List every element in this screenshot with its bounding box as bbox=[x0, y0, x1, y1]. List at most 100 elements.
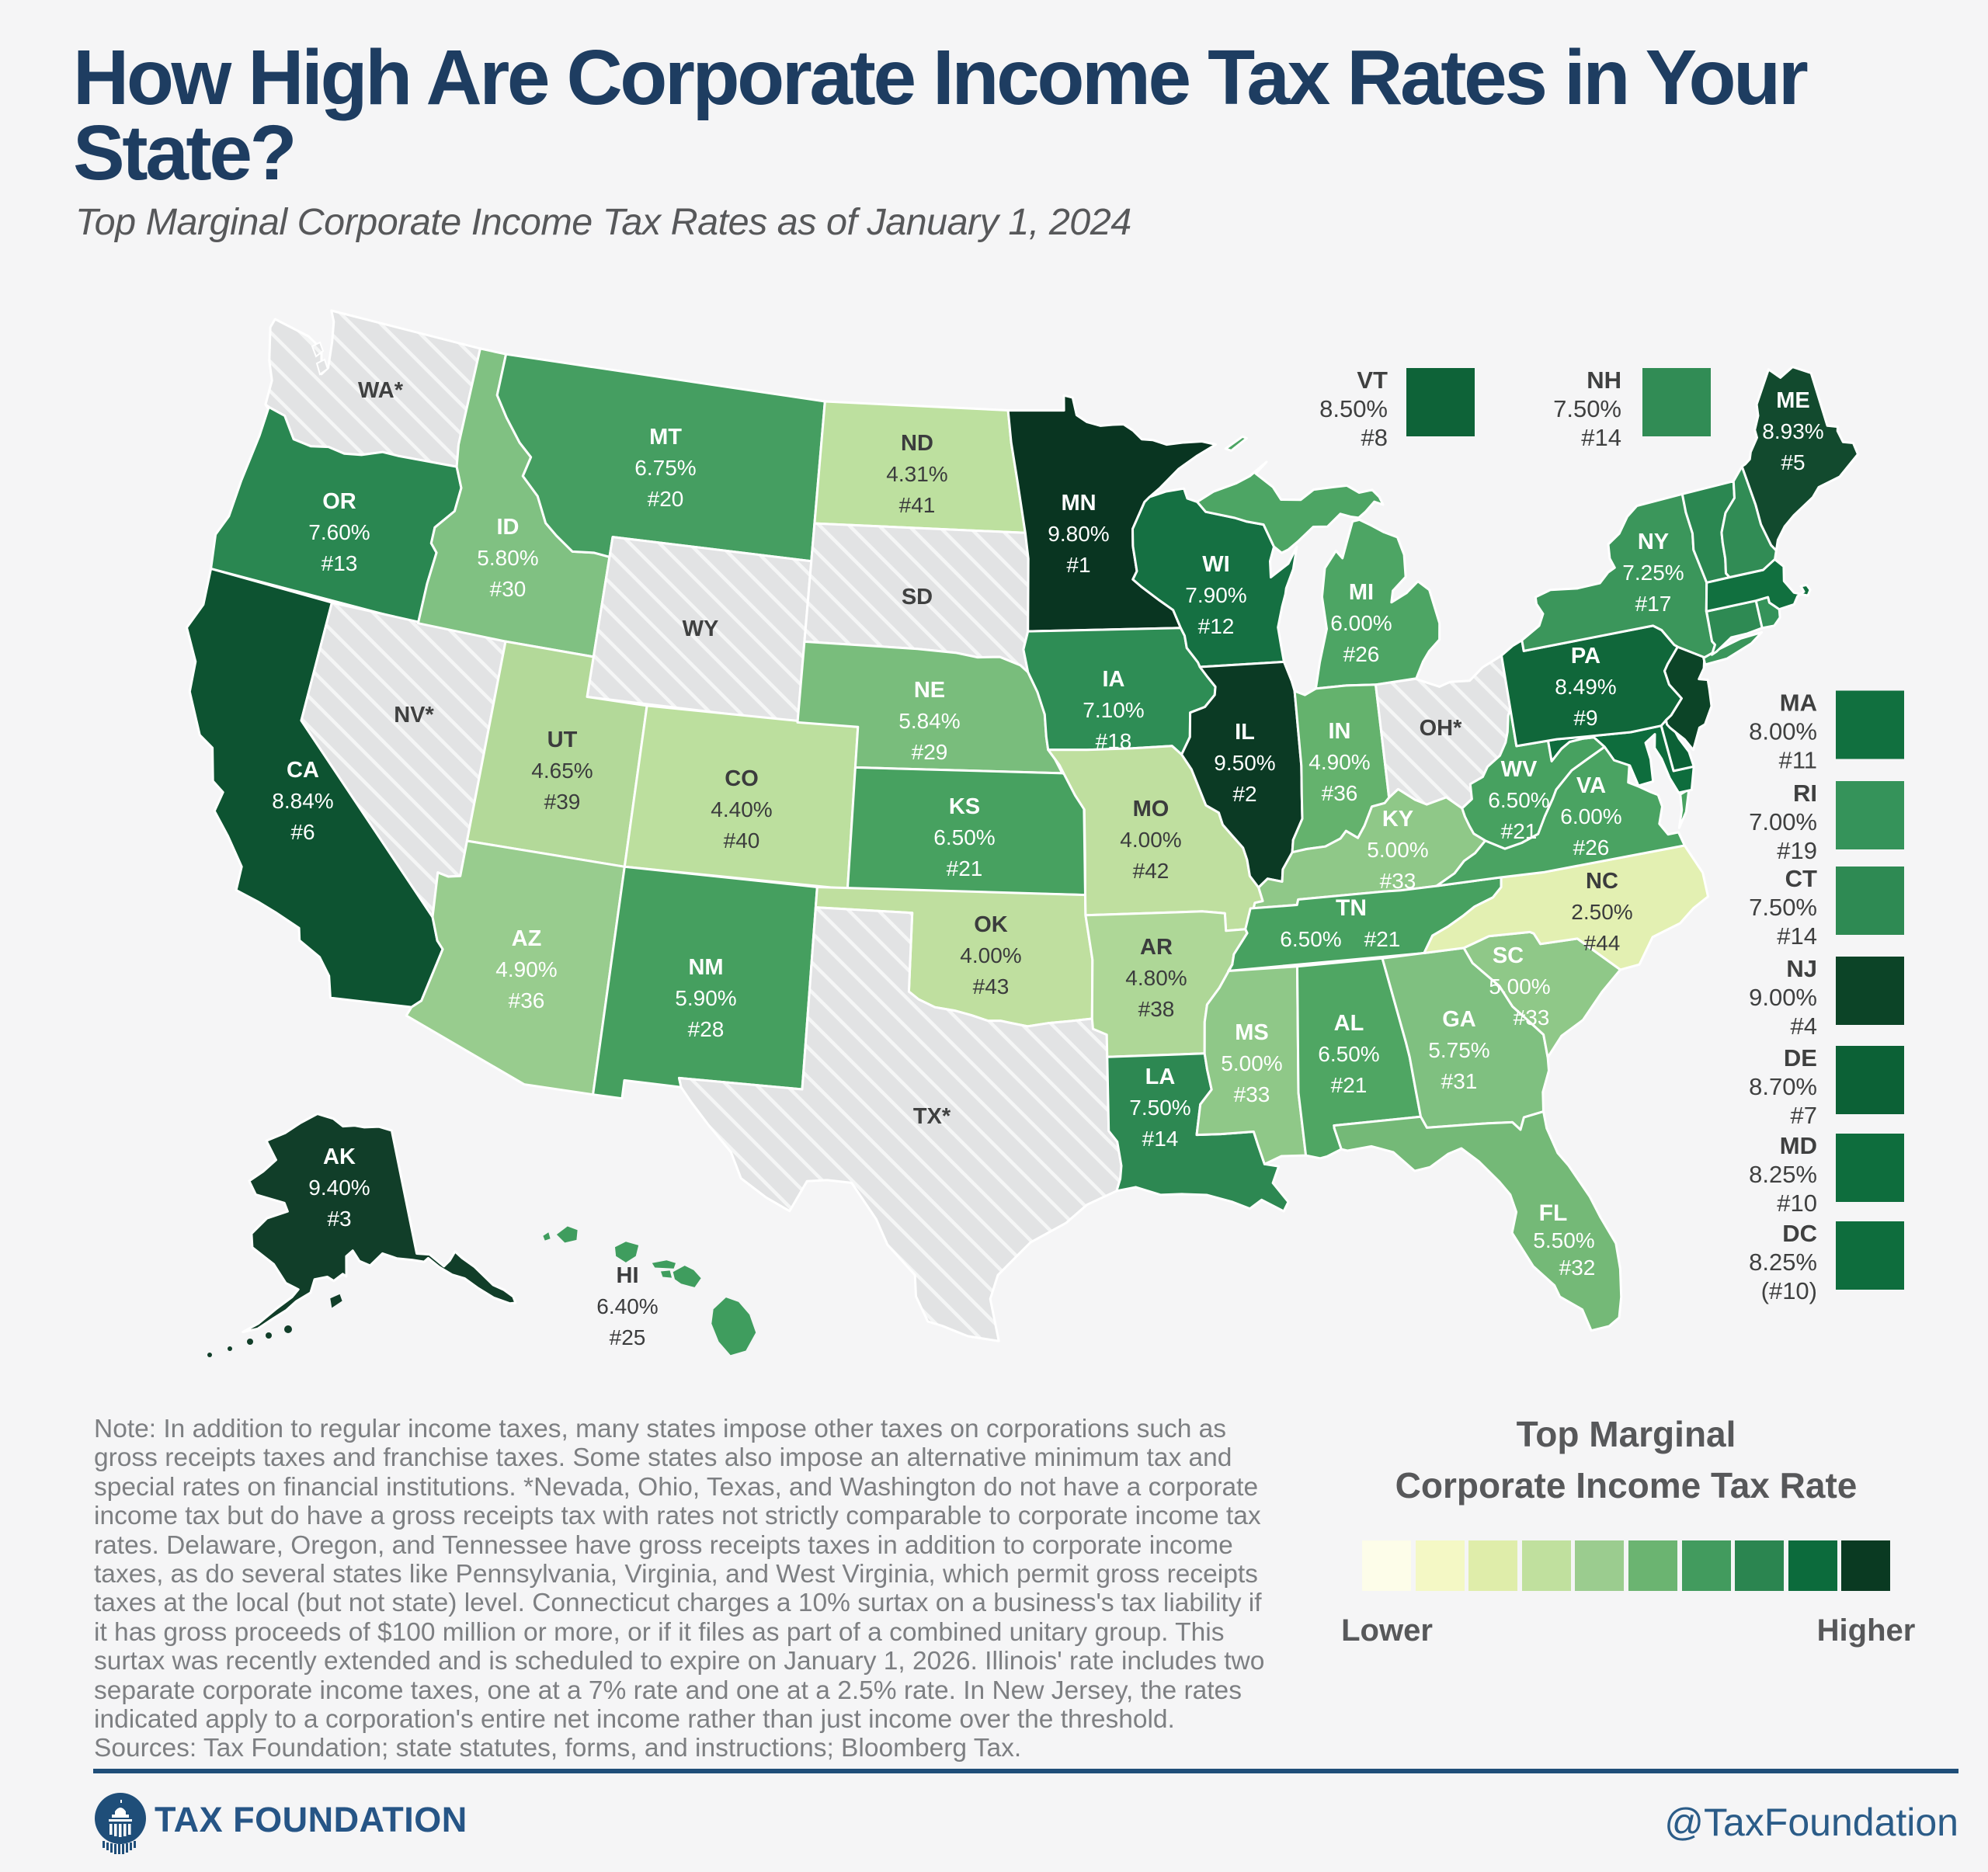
svg-text:#5: #5 bbox=[1781, 450, 1805, 474]
svg-text:#32: #32 bbox=[1559, 1256, 1596, 1280]
svg-text:8.93%: 8.93% bbox=[1762, 419, 1823, 443]
svg-text:WA*: WA* bbox=[358, 378, 404, 403]
svg-text:VA: VA bbox=[1576, 773, 1606, 798]
svg-text:AZ: AZ bbox=[512, 926, 542, 951]
svg-text:#36: #36 bbox=[509, 988, 545, 1012]
svg-text:8.25%: 8.25% bbox=[1749, 1161, 1817, 1188]
svg-text:TN: TN bbox=[1336, 895, 1367, 921]
svg-text:5.75%: 5.75% bbox=[1428, 1038, 1489, 1062]
svg-text:4.80%: 4.80% bbox=[1125, 966, 1187, 990]
svg-text:(#10): (#10) bbox=[1761, 1277, 1817, 1304]
svg-text:4.90%: 4.90% bbox=[1309, 750, 1370, 774]
svg-text:MN: MN bbox=[1061, 491, 1096, 516]
svg-text:RI: RI bbox=[1793, 780, 1817, 807]
svg-text:7.60%: 7.60% bbox=[308, 520, 370, 544]
svg-text:#44: #44 bbox=[1584, 931, 1621, 955]
svg-text:7.00%: 7.00% bbox=[1749, 808, 1817, 835]
svg-text:#13: #13 bbox=[321, 551, 358, 575]
svg-text:#3: #3 bbox=[327, 1207, 351, 1231]
svg-text:7.50%: 7.50% bbox=[1749, 894, 1817, 921]
svg-text:#14: #14 bbox=[1777, 922, 1817, 950]
svg-text:7.25%: 7.25% bbox=[1622, 561, 1684, 585]
svg-text:#9: #9 bbox=[1573, 706, 1597, 730]
svg-text:#2: #2 bbox=[1232, 782, 1256, 806]
svg-text:5.00%: 5.00% bbox=[1489, 974, 1550, 999]
svg-text:6.50%: 6.50% bbox=[1488, 788, 1549, 812]
svg-text:9.40%: 9.40% bbox=[308, 1176, 370, 1200]
svg-text:5.80%: 5.80% bbox=[477, 546, 538, 570]
svg-text:#28: #28 bbox=[688, 1017, 725, 1041]
svg-text:#21: #21 bbox=[947, 856, 983, 880]
svg-text:9.00%: 9.00% bbox=[1749, 984, 1817, 1011]
svg-text:OH*: OH* bbox=[1420, 716, 1463, 741]
svg-text:NJ: NJ bbox=[1786, 955, 1817, 982]
svg-text:5.00%: 5.00% bbox=[1367, 838, 1428, 862]
svg-text:WY: WY bbox=[683, 616, 719, 641]
svg-text:#26: #26 bbox=[1573, 835, 1610, 860]
svg-text:VT: VT bbox=[1357, 366, 1388, 394]
svg-text:6.75%: 6.75% bbox=[634, 456, 696, 480]
svg-text:6.50%: 6.50% bbox=[1280, 927, 1341, 951]
svg-text:CO: CO bbox=[725, 766, 759, 791]
svg-text:8.84%: 8.84% bbox=[272, 789, 333, 813]
svg-text:SC: SC bbox=[1493, 943, 1524, 968]
svg-text:#33: #33 bbox=[1514, 1005, 1550, 1030]
svg-text:6.00%: 6.00% bbox=[1330, 611, 1392, 635]
svg-text:MT: MT bbox=[649, 425, 682, 450]
svg-text:#21: #21 bbox=[1364, 927, 1401, 951]
svg-text:6.00%: 6.00% bbox=[1560, 804, 1621, 828]
svg-text:2.50%: 2.50% bbox=[1571, 900, 1632, 924]
svg-text:8.25%: 8.25% bbox=[1749, 1249, 1817, 1276]
svg-text:6.50%: 6.50% bbox=[1318, 1042, 1379, 1066]
svg-text:7.90%: 7.90% bbox=[1185, 583, 1246, 607]
svg-text:OR: OR bbox=[322, 489, 356, 514]
svg-text:WV: WV bbox=[1501, 757, 1538, 782]
svg-text:#21: #21 bbox=[1501, 819, 1538, 843]
svg-text:4.00%: 4.00% bbox=[960, 943, 1021, 967]
svg-text:#11: #11 bbox=[1779, 747, 1817, 774]
svg-text:#7: #7 bbox=[1791, 1102, 1817, 1129]
svg-text:8.70%: 8.70% bbox=[1749, 1073, 1817, 1100]
svg-text:#4: #4 bbox=[1791, 1012, 1817, 1040]
svg-text:AL: AL bbox=[1334, 1011, 1364, 1036]
svg-text:8.00%: 8.00% bbox=[1749, 718, 1817, 745]
svg-text:4.00%: 4.00% bbox=[1120, 828, 1181, 852]
svg-text:ME: ME bbox=[1776, 388, 1810, 413]
svg-text:#33: #33 bbox=[1234, 1082, 1270, 1106]
svg-text:#14: #14 bbox=[1581, 424, 1621, 451]
svg-text:#6: #6 bbox=[290, 820, 315, 844]
svg-text:7.50%: 7.50% bbox=[1553, 395, 1621, 422]
svg-text:SD: SD bbox=[902, 585, 933, 610]
svg-text:MO: MO bbox=[1133, 797, 1170, 821]
svg-text:9.50%: 9.50% bbox=[1214, 751, 1275, 775]
svg-text:#25: #25 bbox=[610, 1325, 646, 1349]
svg-text:4.90%: 4.90% bbox=[495, 957, 557, 981]
svg-text:5.90%: 5.90% bbox=[675, 986, 736, 1010]
svg-text:5.50%: 5.50% bbox=[1533, 1228, 1594, 1252]
svg-text:NY: NY bbox=[1638, 530, 1669, 554]
svg-text:CT: CT bbox=[1785, 865, 1817, 892]
svg-text:#43: #43 bbox=[973, 974, 1010, 999]
svg-text:#20: #20 bbox=[648, 487, 684, 511]
svg-text:MI: MI bbox=[1349, 580, 1374, 605]
svg-text:#1: #1 bbox=[1066, 553, 1090, 577]
svg-text:5.84%: 5.84% bbox=[898, 709, 960, 733]
svg-text:#31: #31 bbox=[1441, 1069, 1478, 1093]
svg-text:#17: #17 bbox=[1635, 592, 1672, 616]
svg-text:OK: OK bbox=[974, 912, 1008, 937]
svg-text:ID: ID bbox=[497, 515, 520, 540]
svg-text:NC: NC bbox=[1586, 869, 1618, 894]
svg-text:NE: NE bbox=[914, 678, 945, 703]
svg-text:MD: MD bbox=[1780, 1132, 1817, 1159]
svg-text:#30: #30 bbox=[490, 577, 527, 601]
svg-text:7.50%: 7.50% bbox=[1129, 1096, 1190, 1120]
svg-text:#42: #42 bbox=[1133, 859, 1170, 883]
svg-text:ND: ND bbox=[901, 431, 933, 456]
svg-text:9.80%: 9.80% bbox=[1048, 522, 1109, 546]
svg-text:#10: #10 bbox=[1777, 1190, 1817, 1217]
svg-text:#19: #19 bbox=[1777, 837, 1817, 864]
svg-text:4.65%: 4.65% bbox=[531, 759, 593, 783]
svg-text:#21: #21 bbox=[1331, 1073, 1368, 1097]
svg-text:NM: NM bbox=[688, 955, 723, 980]
svg-text:#40: #40 bbox=[724, 828, 760, 853]
